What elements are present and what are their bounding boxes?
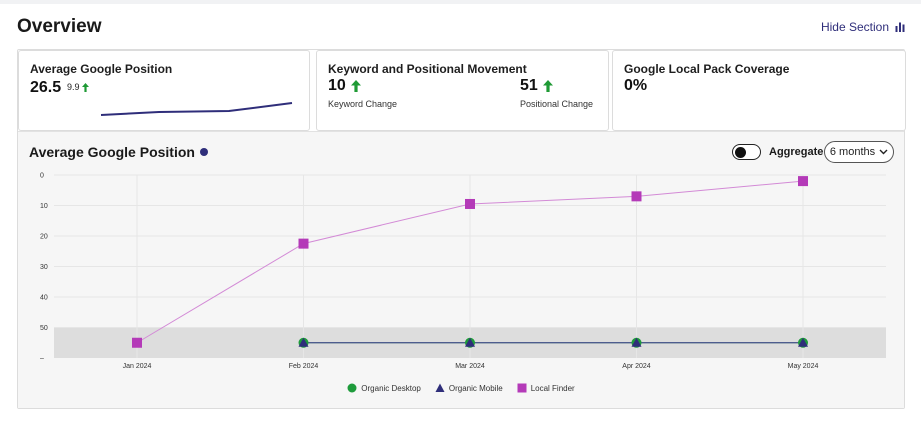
chevron-down-icon [879, 149, 888, 155]
avg-position-sparkline [100, 102, 293, 116]
toggle-knob [735, 146, 746, 158]
period-select[interactable]: 6 months [824, 141, 894, 163]
local-pack-card: Google Local Pack Coverage 0% [612, 50, 906, 131]
y-tick-label: – [40, 356, 44, 363]
overview-header: Overview Hide Section [17, 16, 905, 42]
data-point-local-finder[interactable] [631, 191, 642, 202]
x-tick-label: May 2024 [788, 363, 819, 370]
info-icon[interactable] [199, 148, 208, 156]
avg-position-value: 26.5 [30, 79, 62, 96]
x-tick-label: Mar 2024 [455, 363, 485, 370]
legend-label: Organic Desktop [361, 383, 421, 393]
y-tick-label: 10 [40, 203, 48, 210]
avg-position-title: Average Google Position [30, 62, 173, 76]
chart-title-text: Average Google Position [29, 144, 195, 160]
data-point-organic-mobile[interactable] [631, 337, 642, 347]
y-tick-label: 20 [40, 234, 48, 241]
legend-item[interactable]: Organic Mobile [435, 383, 503, 393]
positional-change-value: 51 [520, 77, 538, 94]
avg-position-delta-value: 9.9 [67, 82, 80, 92]
local-pack-title: Google Local Pack Coverage [624, 62, 790, 76]
arrow-up-icon [350, 80, 361, 92]
keyword-change-label: Keyword Change [328, 99, 398, 109]
aggregate-toggle[interactable] [732, 144, 761, 160]
positional-change-block: 51 Positional Change [520, 77, 593, 109]
avg-position-delta: 9.9 [67, 82, 89, 92]
data-point-local-finder[interactable] [132, 337, 142, 348]
position-chart: 0 10 20 30 40 50 – Jan 2024 Feb 2024 Mar 2024 Apr … [40, 173, 886, 370]
data-point-local-finder[interactable] [465, 198, 475, 209]
legend-square-icon [517, 383, 527, 393]
chart-title: Average Google Position [29, 144, 208, 160]
positional-change-label: Positional Change [520, 99, 594, 109]
top-divider [0, 0, 921, 4]
movement-card: Keyword and Positional Movement 10 Keywo… [316, 50, 609, 131]
legend-label: Organic Mobile [448, 383, 503, 393]
arrow-up-icon [542, 80, 553, 92]
data-point-organic-mobile[interactable] [798, 337, 808, 347]
legend-label: Local Finder [530, 383, 575, 393]
y-tick-label: 50 [40, 325, 48, 332]
y-tick-label: 0 [40, 173, 44, 180]
keyword-change-block: 10 Keyword Change [328, 77, 397, 109]
data-point-local-finder[interactable] [298, 238, 309, 249]
hide-section-label: Hide Section [820, 20, 889, 34]
local-pack-value: 0% [624, 77, 648, 94]
keyword-change-value: 10 [328, 77, 346, 94]
data-point-organic-mobile[interactable] [465, 337, 475, 347]
data-point-organic-mobile[interactable] [298, 337, 309, 347]
movement-title: Keyword and Positional Movement [328, 62, 527, 76]
chart-section: Average Google Position Aggregate 6 mont… [18, 131, 904, 408]
avg-position-card: Average Google Position 26.5 9.9 [18, 50, 310, 131]
page-title: Overview [17, 16, 102, 37]
period-select-value: 6 months [829, 146, 876, 158]
bar-chart-icon [895, 22, 905, 32]
legend-item[interactable]: Local Finder [517, 383, 575, 393]
x-tick-label: Jan 2024 [123, 363, 152, 370]
overview-panel: Average Google Position 26.5 9.9 Keyword… [17, 49, 906, 409]
y-tick-label: 40 [40, 295, 48, 302]
y-tick-label: 30 [40, 264, 48, 271]
data-point-local-finder[interactable] [798, 176, 808, 187]
arrow-up-icon [81, 82, 89, 92]
hide-section-button[interactable]: Hide Section [821, 20, 905, 34]
legend-triangle-icon [435, 383, 445, 392]
aggregate-label: Aggregate [769, 146, 824, 158]
legend-item[interactable]: Organic Desktop [347, 383, 421, 393]
legend-circle-icon [347, 383, 357, 393]
chart-legend: Organic Desktop Organic Mobile Local Finde… [18, 383, 904, 393]
x-tick-label: Apr 2024 [622, 363, 651, 370]
x-tick-label: Feb 2024 [289, 363, 319, 370]
